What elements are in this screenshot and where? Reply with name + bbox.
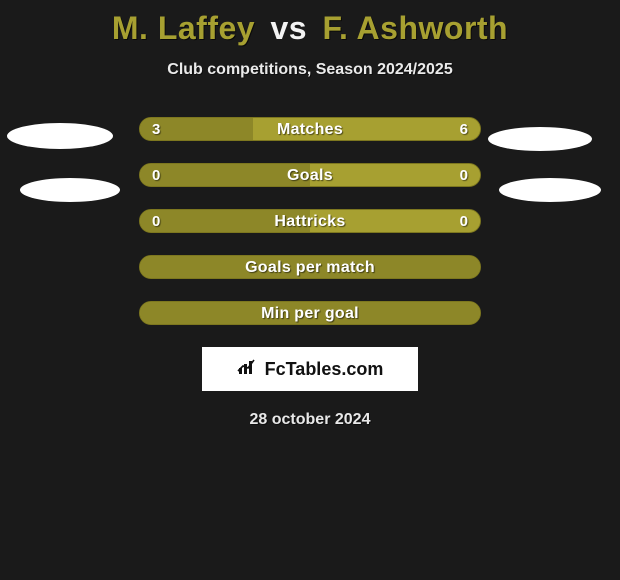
- subtitle: Club competitions, Season 2024/2025: [0, 61, 620, 79]
- bar-chart-icon: [237, 358, 265, 381]
- player1-photo-placeholder: [7, 123, 113, 149]
- stat-label: Goals per match: [140, 256, 480, 278]
- source-badge-text: FcTables.com: [265, 359, 384, 380]
- player2-name: F. Ashworth: [322, 10, 508, 46]
- stat-bar: 00Hattricks: [139, 209, 481, 233]
- snapshot-date: 28 october 2024: [0, 411, 620, 429]
- stat-label: Hattricks: [140, 210, 480, 232]
- source-badge: FcTables.com: [202, 347, 418, 391]
- stat-label: Goals: [140, 164, 480, 186]
- stat-bars: 36Matches 00Goals 00Hattricks Goals per mat…: [139, 117, 481, 325]
- stat-label: Min per goal: [140, 302, 480, 324]
- stat-label: Matches: [140, 118, 480, 140]
- vs-text: vs: [270, 10, 307, 46]
- player1-name: M. Laffey: [112, 10, 255, 46]
- stat-bar: Goals per match: [139, 255, 481, 279]
- player2-photo-placeholder: [499, 178, 601, 202]
- comparison-title: M. Laffey vs F. Ashworth: [0, 0, 620, 47]
- player2-photo-placeholder: [488, 127, 592, 151]
- stat-bar: 36Matches: [139, 117, 481, 141]
- player1-photo-placeholder: [20, 178, 120, 202]
- stat-bar: 00Goals: [139, 163, 481, 187]
- stat-bar: Min per goal: [139, 301, 481, 325]
